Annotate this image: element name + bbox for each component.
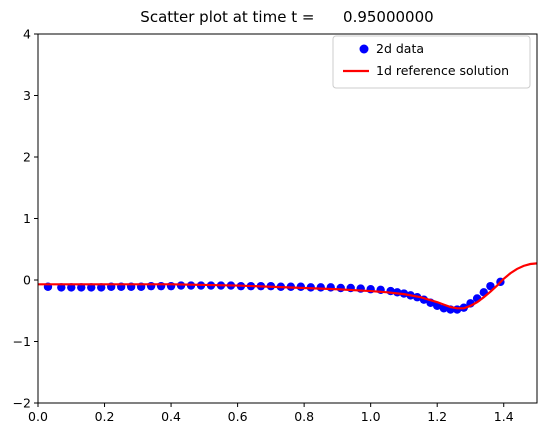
legend-label-1d-reference: 1d reference solution <box>376 63 509 78</box>
x-tick-label: 1.2 <box>427 409 447 424</box>
y-tick-label: 0 <box>23 273 31 288</box>
axes-frame <box>37 33 538 404</box>
x-tick-label: 0.0 <box>28 409 48 424</box>
data-point <box>316 283 325 292</box>
x-tick-label: 0.2 <box>95 409 115 424</box>
legend: 2d data 1d reference solution <box>332 35 531 89</box>
x-tick-label: 1.0 <box>361 409 381 424</box>
data-point <box>336 283 345 293</box>
y-tick-label: 2 <box>23 150 31 165</box>
chart-title: Scatter plot at time t = 0.95000000 <box>140 8 433 26</box>
y-tick-label: −2 <box>13 396 31 411</box>
y-tick-label: 4 <box>23 27 31 42</box>
axis-ticks: 0.0 0.2 0.4 0.6 0.8 1.0 1.2 1.4 −2 −1 0 1 2 3 4 <box>13 27 514 425</box>
legend-marker-2d-data <box>359 44 369 54</box>
data-point <box>326 283 335 292</box>
x-tick-label: 0.4 <box>161 409 181 424</box>
x-tick-label: 1.4 <box>494 409 514 424</box>
legend-box <box>332 35 531 89</box>
plot-area <box>37 33 538 404</box>
y-tick-label: −1 <box>13 334 31 349</box>
series-line-1d-reference <box>38 262 537 310</box>
x-tick-label: 0.8 <box>294 409 314 424</box>
legend-label-2d-data: 2d data <box>376 41 424 56</box>
y-tick-label: 1 <box>23 211 31 226</box>
y-tick-label: 3 <box>23 88 31 103</box>
plot-series <box>38 262 537 314</box>
x-tick-label: 0.6 <box>228 409 248 424</box>
